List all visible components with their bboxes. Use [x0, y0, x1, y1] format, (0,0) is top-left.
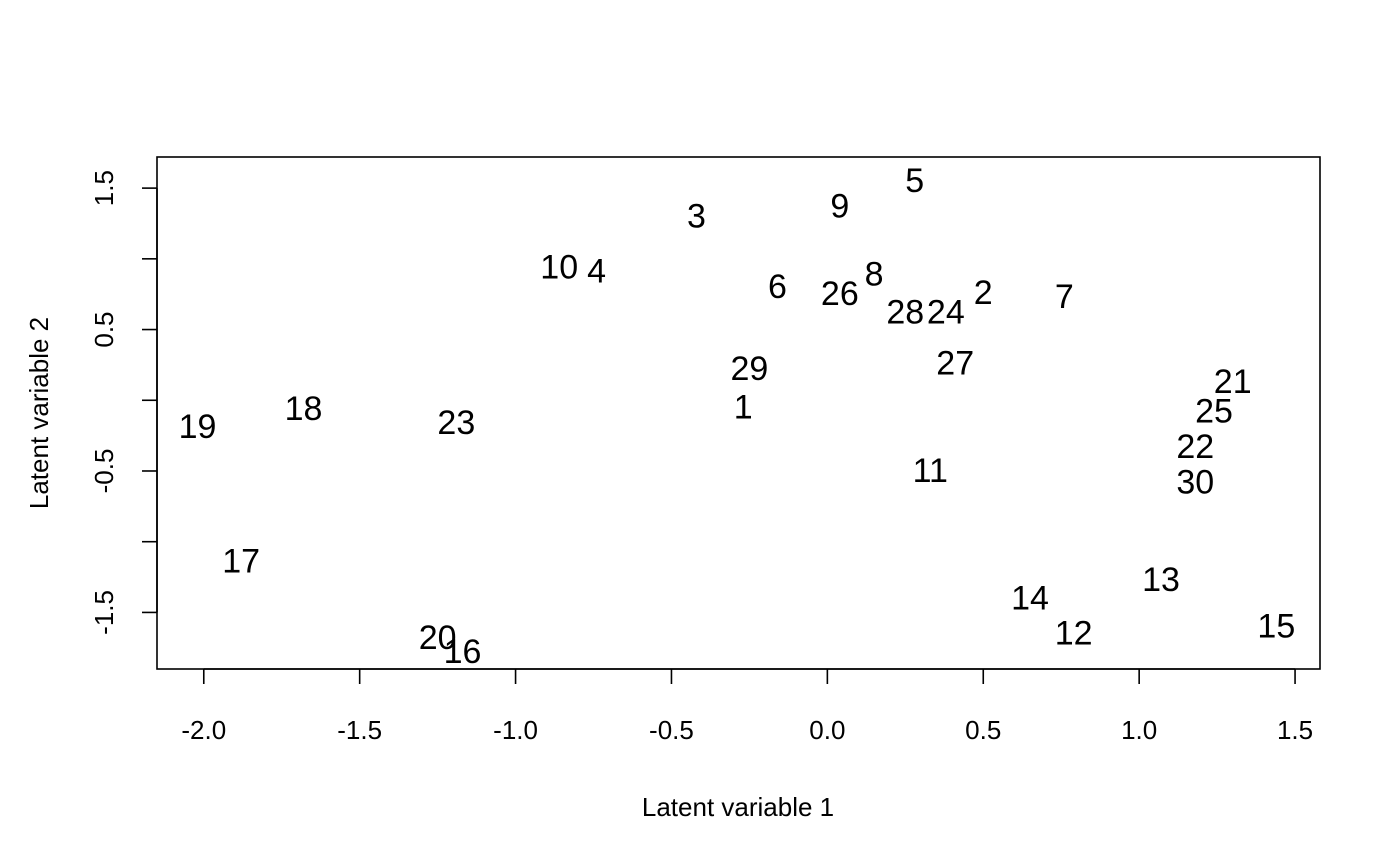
point-label-13: 13 — [1142, 561, 1180, 599]
point-label-27: 27 — [936, 344, 974, 382]
y-tick-label: 0.5 — [89, 311, 119, 347]
point-label-20: 20 — [419, 619, 457, 657]
point-label-7: 7 — [1055, 278, 1074, 316]
point-label-4: 4 — [587, 253, 606, 291]
point-label-24: 24 — [927, 294, 965, 332]
point-label-25: 25 — [1195, 393, 1233, 431]
point-label-9: 9 — [830, 188, 849, 226]
x-tick-label: -0.5 — [649, 715, 694, 745]
x-tick-label: 1.5 — [1277, 715, 1313, 745]
point-label-23: 23 — [437, 404, 475, 442]
point-label-30: 30 — [1176, 463, 1214, 501]
point-label-5: 5 — [905, 162, 924, 200]
point-label-8: 8 — [865, 255, 884, 293]
point-label-26: 26 — [821, 275, 859, 313]
point-label-15: 15 — [1257, 608, 1295, 646]
point-label-17: 17 — [222, 543, 260, 581]
point-label-29: 29 — [730, 350, 768, 388]
y-tick-label: 1.5 — [89, 170, 119, 206]
point-label-22: 22 — [1176, 428, 1214, 466]
point-label-18: 18 — [285, 390, 323, 428]
x-tick-label: -1.0 — [493, 715, 538, 745]
x-tick-label: 0.5 — [965, 715, 1001, 745]
point-label-1: 1 — [734, 388, 753, 426]
point-label-16: 16 — [444, 633, 482, 671]
point-label-19: 19 — [179, 408, 217, 446]
point-label-28: 28 — [886, 294, 924, 332]
point-label-3: 3 — [687, 197, 706, 235]
point-label-12: 12 — [1055, 615, 1093, 653]
y-axis: -1.5 -0.5 0.5 1.5 — [89, 170, 158, 635]
y-tick-label: -0.5 — [89, 449, 119, 494]
y-axis-label: Latent variable 2 — [24, 317, 54, 509]
point-label-6: 6 — [768, 268, 787, 306]
point-label-21: 21 — [1214, 363, 1252, 401]
x-tick-label: -2.0 — [181, 715, 226, 745]
x-axis: -2.0 -1.5 -1.0 -0.5 0.0 0.5 1.0 1.5 — [181, 668, 1313, 745]
x-tick-label: 1.0 — [1121, 715, 1157, 745]
point-label-10: 10 — [540, 248, 578, 286]
point-label-2: 2 — [974, 274, 993, 312]
point-label-11: 11 — [913, 452, 948, 490]
x-axis-label: Latent variable 1 — [642, 792, 834, 822]
point-label-14: 14 — [1011, 579, 1049, 617]
x-tick-label: -1.5 — [337, 715, 382, 745]
y-tick-label: -1.5 — [89, 590, 119, 635]
x-tick-label: 0.0 — [809, 715, 845, 745]
